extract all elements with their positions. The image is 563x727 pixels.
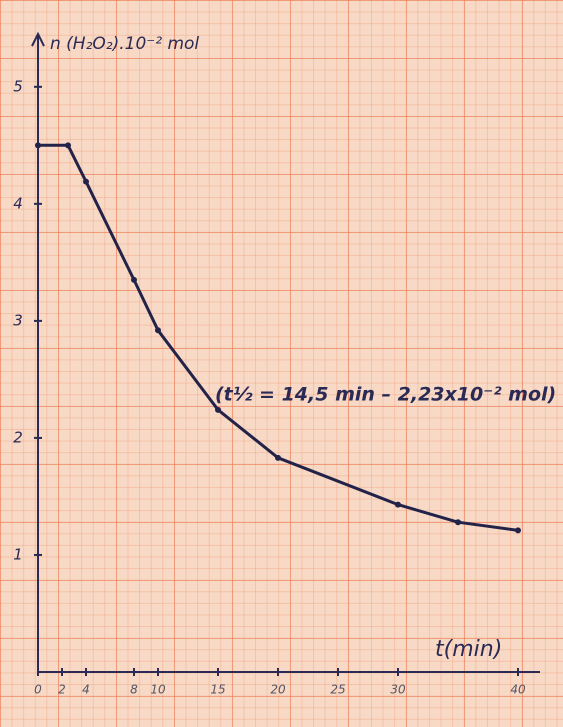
x-axis-label: t(min): [435, 637, 502, 662]
data-point: [155, 327, 161, 334]
annotation: (t½ = 14,5 min – 2,23x10⁻² mol): [215, 384, 556, 406]
y-tick-label: 2: [13, 428, 23, 446]
data-point: [215, 406, 221, 413]
y-arrow: [31, 31, 45, 47]
data-line: [38, 143, 519, 532]
x-tick-label: 4: [82, 683, 90, 697]
data-point: [83, 178, 89, 185]
x-tick-label: 0: [34, 683, 42, 697]
x-tick-label: 40: [510, 683, 526, 697]
data-point: [515, 527, 521, 534]
y-tick-label: 5: [13, 77, 23, 95]
data-point: [65, 142, 71, 149]
y-tick-label: 1: [13, 545, 23, 563]
data-point: [275, 454, 281, 461]
data-point: [395, 501, 401, 508]
y-tick-label: 4: [13, 194, 23, 212]
x-tick-label: 8: [130, 683, 138, 697]
y-tick-label: 3: [13, 311, 23, 329]
x-tick-label: 20: [270, 683, 286, 697]
x-tick-label: 15: [210, 683, 225, 697]
x-tick-label: 2: [58, 683, 66, 697]
data-point: [131, 276, 137, 283]
y-axis-label: n (H₂O₂).10⁻² mol: [50, 34, 199, 54]
x-tick-label: 30: [390, 683, 406, 697]
data-point: [35, 142, 41, 149]
x-tick-label: 10: [150, 683, 166, 697]
data-point: [455, 519, 461, 526]
x-tick-label: 25: [330, 683, 345, 697]
